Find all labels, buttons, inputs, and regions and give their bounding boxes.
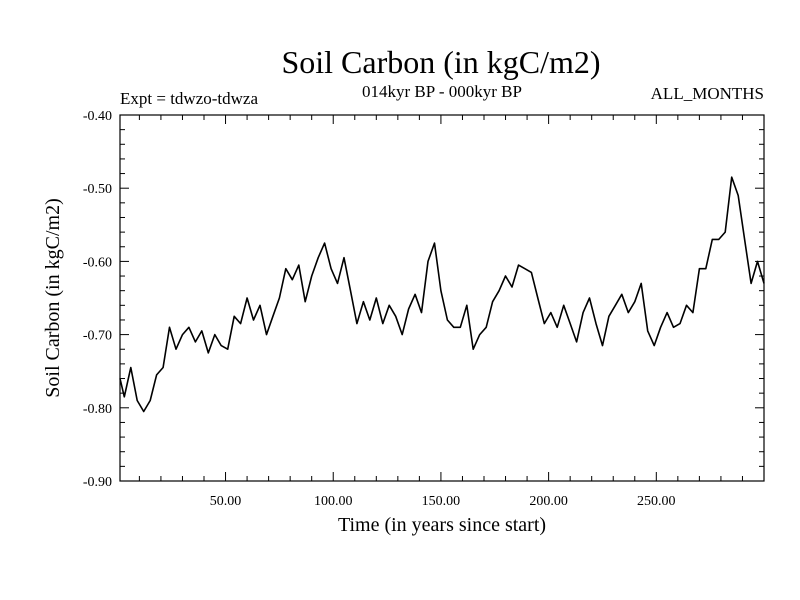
chart-title: Soil Carbon (in kgC/m2): [281, 44, 600, 80]
x-tick-labels: 50.00 100.00 150.00 200.00 250.00: [210, 494, 676, 509]
plot-frame: [119, 114, 765, 482]
axis-ticks: [120, 115, 764, 481]
x-tick-label: 100.00: [314, 494, 353, 509]
y-tick-label: -0.40: [83, 109, 112, 124]
x-axis-label: Time (in years since start): [338, 514, 546, 536]
experiment-label: Expt = tdwzo-tdwza: [120, 89, 258, 108]
y-tick-label: -0.90: [83, 475, 112, 490]
series-layer: [119, 176, 765, 413]
x-tick-label: 50.00: [210, 494, 242, 509]
y-axis-label: Soil Carbon (in kgC/m2): [42, 198, 64, 397]
months-label: ALL_MONTHS: [651, 84, 764, 103]
time-range-label: 014kyr BP - 000kyr BP: [362, 82, 522, 101]
y-tick-label: -0.80: [83, 402, 112, 417]
y-tick-label: -0.60: [83, 255, 112, 270]
x-tick-label: 200.00: [529, 494, 568, 509]
x-tick-label: 250.00: [637, 494, 676, 509]
y-tick-labels: -0.40 -0.50 -0.60 -0.70 -0.80 -0.90: [83, 109, 112, 490]
x-tick-label: 150.00: [422, 494, 461, 509]
series-line: [119, 176, 765, 413]
y-tick-label: -0.50: [83, 182, 112, 197]
y-tick-label: -0.70: [83, 329, 112, 344]
